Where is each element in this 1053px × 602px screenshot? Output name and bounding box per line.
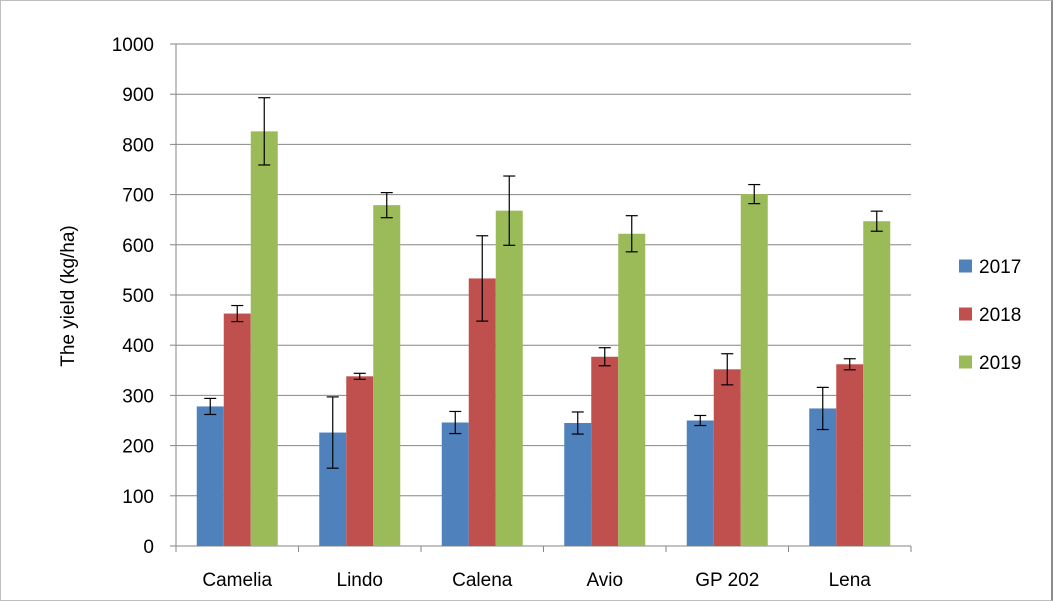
legend: 2017 2018 2019 (959, 257, 1021, 374)
bar-2017-calena (441, 422, 469, 546)
legend-label-2019: 2019 (979, 353, 1021, 374)
x-tick-label: GP 202 (695, 570, 759, 591)
y-tick-label: 1000 (112, 35, 154, 56)
y-tick-label: 0 (143, 537, 154, 558)
bar-2019-lena (863, 221, 891, 546)
x-tick-label: Lena (829, 570, 872, 591)
bars (196, 131, 891, 547)
bar-2017-gp-202 (686, 420, 714, 546)
legend-swatch-2017 (959, 259, 972, 273)
y-tick-label: 200 (122, 437, 154, 458)
bar-2018-gp-202 (713, 369, 741, 546)
y-axis-title: The yield (kg/ha) (58, 225, 79, 367)
x-tick-label: Lindo (337, 570, 384, 591)
bar-2018-camelia (223, 313, 251, 546)
y-tick-label: 600 (122, 236, 154, 257)
axes (170, 43, 912, 552)
bar-2018-avio (591, 356, 619, 546)
y-tick-label: 900 (122, 85, 154, 106)
y-tick-label: 800 (122, 135, 154, 156)
legend-label-2017: 2017 (979, 257, 1021, 278)
y-tick-label: 100 (122, 487, 154, 508)
x-tick-label: Avio (586, 570, 623, 591)
error-bars (204, 97, 883, 469)
y-tick-label: 500 (122, 286, 154, 307)
gridlines (176, 43, 911, 497)
bar-2017-camelia (196, 406, 224, 546)
bar-2018-calena (468, 278, 496, 546)
legend-swatch-2018 (959, 307, 972, 321)
tick-labels: 0 100 200 300 400 500 600 700 800 900 1000 Camelia L… (112, 35, 872, 591)
bar-2017-avio (564, 423, 592, 546)
bar-2018-lindo (346, 376, 374, 546)
bar-2017-lena (809, 408, 837, 546)
legend-label-2018: 2018 (979, 305, 1021, 326)
y-tick-label: 300 (122, 386, 154, 407)
bar-2018-lena (836, 364, 864, 546)
bar-2019-calena (495, 210, 523, 546)
legend-swatch-2019 (959, 355, 972, 369)
bar-2019-gp-202 (740, 194, 768, 546)
y-tick-label: 700 (122, 186, 154, 207)
x-tick-label: Calena (452, 570, 513, 591)
bar-2019-lindo (373, 205, 401, 546)
x-tick-label: Camelia (202, 570, 272, 591)
bar-2019-avio (618, 233, 646, 547)
bar-2019-camelia (250, 131, 278, 546)
y-tick-label: 400 (122, 336, 154, 357)
